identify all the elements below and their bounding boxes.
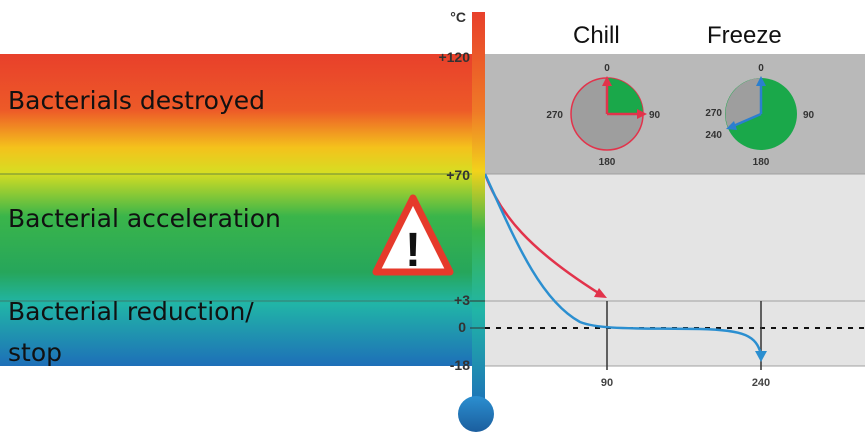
zone-label-stop: stop (8, 338, 62, 367)
svg-text:0: 0 (604, 63, 610, 74)
svg-text:180: 180 (599, 157, 616, 168)
chill-arrowhead (594, 288, 607, 298)
zone-label-destroyed: Bacterials destroyed (8, 86, 266, 115)
zone-label-acceleration: Bacterial acceleration (8, 204, 281, 233)
thermometer-bulb (458, 396, 494, 432)
svg-text:90: 90 (649, 110, 661, 121)
svg-text:90: 90 (803, 110, 815, 121)
freeze-curve (483, 173, 763, 355)
x-tick-240-label: 240 (752, 377, 770, 389)
svg-text:240: 240 (705, 130, 722, 141)
chart-panel (485, 174, 865, 366)
dials-panel (485, 54, 865, 174)
svg-text:!: ! (405, 224, 421, 277)
svg-text:270: 270 (705, 108, 722, 119)
tick-plus3: +3 (454, 292, 470, 308)
freeze-arrowhead (755, 351, 767, 362)
tick-plus70: +70 (446, 167, 470, 183)
chill-dial: 0 90 180 270 (546, 63, 660, 168)
thermometer-unit: °C (450, 9, 466, 25)
x-tick-90-label: 90 (601, 377, 613, 389)
zone-label-reduction: Bacterial reduction/ (8, 297, 254, 326)
tick-plus120: +120 (438, 49, 470, 65)
tick-minus18: -18 (450, 357, 470, 373)
tick-zero: 0 (458, 319, 466, 335)
svg-text:0: 0 (758, 63, 764, 74)
svg-text:270: 270 (546, 110, 563, 121)
freeze-dial: 0 90 180 270 240 (705, 63, 814, 168)
freeze-title: Freeze (707, 22, 782, 49)
warning-triangle-icon: ! (372, 194, 454, 277)
svg-text:180: 180 (753, 157, 770, 168)
chill-title: Chill (573, 22, 620, 49)
thermometer-tube (472, 12, 485, 410)
